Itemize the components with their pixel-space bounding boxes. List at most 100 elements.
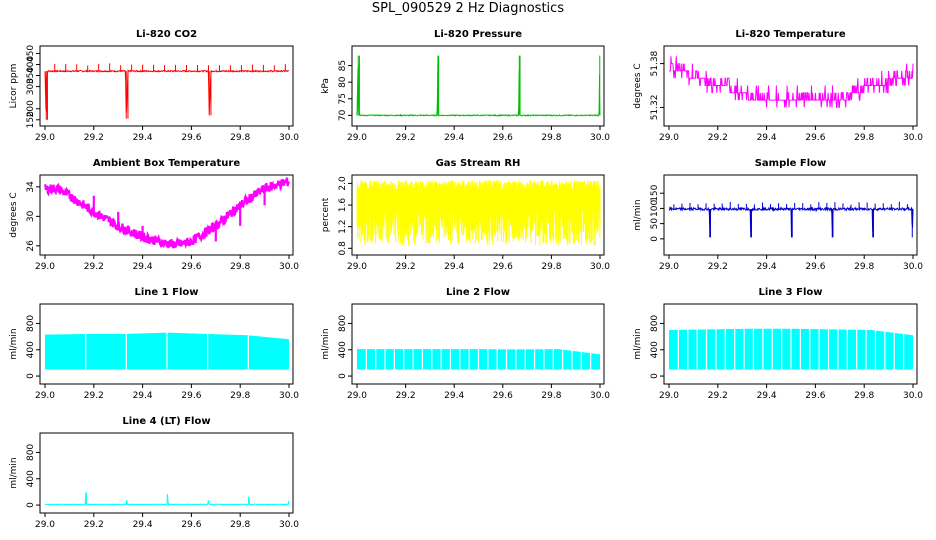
x-tick-label: 29.6 bbox=[493, 133, 513, 143]
x-tick-label: 29.6 bbox=[181, 262, 201, 272]
x-tick-label: 29.2 bbox=[84, 133, 104, 143]
y-tick-label: 2.0 bbox=[338, 176, 348, 191]
x-tick-label: 29.6 bbox=[181, 391, 201, 401]
x-tick-label: 29.6 bbox=[493, 391, 513, 401]
x-tick-label: 29.4 bbox=[133, 262, 153, 272]
plot-frame bbox=[39, 432, 294, 514]
x-tick-label: 29.2 bbox=[84, 520, 104, 530]
x-tick-label: 29.6 bbox=[805, 262, 825, 272]
x-tick-label: 30.0 bbox=[279, 133, 299, 143]
chart-title: Li-820 CO2 bbox=[136, 29, 197, 40]
y-tick-label: 400 bbox=[26, 56, 36, 73]
y-tick-label: 0 bbox=[338, 373, 348, 379]
x-tick-label: 29.8 bbox=[854, 262, 874, 272]
chart-title: Line 2 Flow bbox=[446, 287, 510, 298]
y-axis-label: ml/min bbox=[633, 328, 643, 359]
x-tick-label: 29.4 bbox=[133, 133, 153, 143]
plot-frame bbox=[39, 174, 294, 256]
x-tick-label: 30.0 bbox=[903, 262, 923, 272]
x-tick-label: 29.0 bbox=[659, 391, 679, 401]
chart-panel: Line 1 Flow 29.0 29.2 29.4 29.6 29.8 30.0 0 400 8… bbox=[9, 287, 299, 401]
x-tick-label: 29.4 bbox=[133, 520, 153, 530]
x-tick-label: 29.0 bbox=[659, 262, 679, 272]
y-tick-label: 1.2 bbox=[338, 220, 348, 234]
x-tick-label: 29.0 bbox=[35, 391, 55, 401]
y-tick-label: 300 bbox=[26, 78, 36, 95]
y-tick-label: 1.6 bbox=[338, 198, 348, 213]
x-tick-label: 29.6 bbox=[805, 133, 825, 143]
y-tick-label: 800 bbox=[338, 315, 348, 332]
chart-panel: Ambient Box Temperature 29.0 29.2 29.4 29.6 2… bbox=[9, 158, 299, 272]
x-tick-label: 29.2 bbox=[708, 391, 728, 401]
x-tick-label: 29.4 bbox=[444, 133, 464, 143]
x-tick-label: 29.8 bbox=[230, 262, 250, 272]
y-axis-label: degrees C bbox=[9, 192, 19, 237]
chart-panel: Li-820 Pressure 29.0 29.2 29.4 29.6 29.8 30.0 7… bbox=[321, 29, 610, 143]
x-tick-label: 30.0 bbox=[903, 391, 923, 401]
y-tick-label: 0 bbox=[26, 373, 36, 379]
y-tick-label: 350 bbox=[26, 67, 36, 84]
plot-frame bbox=[663, 303, 918, 385]
x-tick-label: 29.4 bbox=[444, 391, 464, 401]
y-tick-label: 34 bbox=[26, 181, 36, 193]
series-line bbox=[356, 55, 601, 117]
y-axis-label: ml/min bbox=[9, 457, 19, 488]
chart-title: Li-820 Temperature bbox=[735, 29, 845, 40]
y-tick-label: 150 bbox=[26, 111, 36, 128]
y-tick-label: 0.8 bbox=[338, 241, 348, 256]
y-tick-label: 51.32 bbox=[650, 95, 660, 121]
x-tick-label: 30.0 bbox=[590, 133, 610, 143]
y-axis-label: ml/min bbox=[321, 328, 331, 359]
chart-title: Line 3 Flow bbox=[759, 287, 823, 298]
plot-frame bbox=[663, 45, 918, 127]
chart-panel: Sample Flow 29.0 29.2 29.4 29.6 29.8 30.0 0 5010… bbox=[633, 158, 923, 272]
chart-title: Line 1 Flow bbox=[135, 287, 199, 298]
chart-panel: Li-820 CO2 29.0 29.2 29.4 29.6 29.8 30.0 150200… bbox=[9, 29, 299, 143]
y-tick-label: 100 bbox=[650, 200, 660, 217]
chart-panel: Gas Stream RH 29.0 29.2 29.4 29.6 29.8 30.0 0.8… bbox=[321, 158, 610, 272]
y-axis-label: ml/min bbox=[633, 199, 643, 230]
x-tick-label: 29.6 bbox=[181, 520, 201, 530]
x-tick-label: 30.0 bbox=[279, 262, 299, 272]
y-tick-label: 200 bbox=[26, 100, 36, 117]
series-line bbox=[43, 177, 291, 250]
x-tick-label: 29.0 bbox=[35, 262, 55, 272]
x-tick-label: 30.0 bbox=[590, 391, 610, 401]
y-tick-label: 400 bbox=[338, 341, 348, 358]
chart-title: Ambient Box Temperature bbox=[93, 158, 240, 169]
x-tick-label: 29.0 bbox=[35, 133, 55, 143]
x-tick-label: 29.0 bbox=[347, 391, 367, 401]
x-tick-label: 29.4 bbox=[444, 262, 464, 272]
plot-frame bbox=[39, 45, 294, 127]
y-axis-label: percent bbox=[321, 197, 331, 232]
plot-frame bbox=[351, 45, 605, 127]
x-tick-label: 29.2 bbox=[708, 133, 728, 143]
series-line bbox=[668, 206, 914, 238]
y-tick-label: 450 bbox=[26, 45, 36, 62]
series-line bbox=[44, 492, 290, 506]
x-tick-label: 29.2 bbox=[84, 391, 104, 401]
x-tick-label: 30.0 bbox=[903, 133, 923, 143]
chart-panel: Line 4 (LT) Flow 29.0 29.2 29.4 29.6 29.8 30.0… bbox=[9, 416, 299, 530]
x-tick-label: 29.8 bbox=[541, 262, 561, 272]
x-tick-label: 29.4 bbox=[757, 391, 777, 401]
x-tick-label: 30.0 bbox=[279, 391, 299, 401]
y-tick-label: 400 bbox=[26, 341, 36, 358]
x-tick-label: 29.4 bbox=[757, 133, 777, 143]
plot-frame bbox=[351, 303, 605, 385]
y-tick-label: 150 bbox=[650, 184, 660, 201]
y-axis-label: kPa bbox=[321, 78, 331, 94]
x-tick-label: 29.2 bbox=[84, 262, 104, 272]
y-tick-label: 50 bbox=[650, 218, 660, 230]
x-tick-label: 29.6 bbox=[805, 391, 825, 401]
series-line bbox=[44, 69, 290, 120]
y-tick-label: 75 bbox=[338, 93, 348, 104]
chart-title: Sample Flow bbox=[755, 158, 827, 169]
y-tick-label: 51.38 bbox=[650, 50, 660, 76]
y-tick-label: 400 bbox=[650, 341, 660, 358]
x-tick-label: 29.0 bbox=[347, 262, 367, 272]
y-tick-label: 800 bbox=[650, 315, 660, 332]
y-tick-label: 26 bbox=[26, 240, 36, 252]
